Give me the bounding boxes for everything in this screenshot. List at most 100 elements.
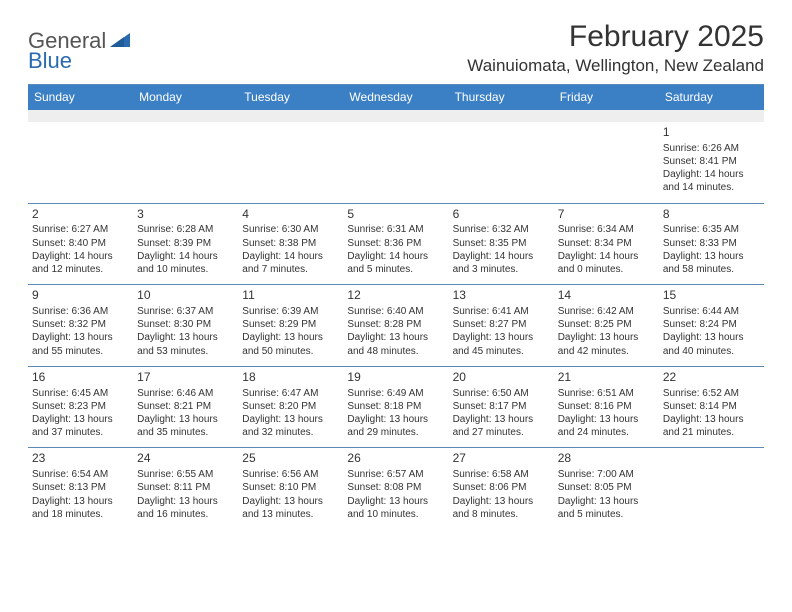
sunset-text: Sunset: 8:08 PM <box>347 481 444 494</box>
day-cell: 27Sunrise: 6:58 AMSunset: 8:06 PMDayligh… <box>449 448 554 529</box>
sunrise-text: Sunrise: 6:52 AM <box>663 387 760 400</box>
daylight-text: Daylight: 14 hours <box>137 250 234 263</box>
sunrise-text: Sunrise: 6:36 AM <box>32 305 129 318</box>
sunset-text: Sunset: 8:39 PM <box>137 237 234 250</box>
sunrise-text: Sunrise: 7:00 AM <box>558 468 655 481</box>
day-cell: 6Sunrise: 6:32 AMSunset: 8:35 PMDaylight… <box>449 204 554 285</box>
day-cell: 20Sunrise: 6:50 AMSunset: 8:17 PMDayligh… <box>449 367 554 448</box>
daylight-text: and 35 minutes. <box>137 426 234 439</box>
sunset-text: Sunset: 8:28 PM <box>347 318 444 331</box>
day-cell: 13Sunrise: 6:41 AMSunset: 8:27 PMDayligh… <box>449 285 554 366</box>
day-cell: 7Sunrise: 6:34 AMSunset: 8:34 PMDaylight… <box>554 204 659 285</box>
day-header: Sunday <box>28 85 133 110</box>
day-number: 2 <box>32 207 129 223</box>
sunrise-text: Sunrise: 6:54 AM <box>32 468 129 481</box>
sunset-text: Sunset: 8:21 PM <box>137 400 234 413</box>
sunset-text: Sunset: 8:25 PM <box>558 318 655 331</box>
daylight-text: Daylight: 13 hours <box>453 413 550 426</box>
day-number: 16 <box>32 370 129 386</box>
daylight-text: and 5 minutes. <box>347 263 444 276</box>
day-header: Wednesday <box>343 85 448 110</box>
daylight-text: Daylight: 13 hours <box>453 495 550 508</box>
day-number: 15 <box>663 288 760 304</box>
day-header: Friday <box>554 85 659 110</box>
daylight-text: Daylight: 14 hours <box>32 250 129 263</box>
sunset-text: Sunset: 8:29 PM <box>242 318 339 331</box>
day-number: 7 <box>558 207 655 223</box>
daylight-text: and 37 minutes. <box>32 426 129 439</box>
day-number: 6 <box>453 207 550 223</box>
daylight-text: Daylight: 14 hours <box>453 250 550 263</box>
day-number: 20 <box>453 370 550 386</box>
daylight-text: Daylight: 13 hours <box>558 331 655 344</box>
sunrise-text: Sunrise: 6:47 AM <box>242 387 339 400</box>
day-number: 27 <box>453 451 550 467</box>
day-number: 1 <box>663 125 760 141</box>
sunrise-text: Sunrise: 6:50 AM <box>453 387 550 400</box>
day-number: 12 <box>347 288 444 304</box>
sunset-text: Sunset: 8:35 PM <box>453 237 550 250</box>
sunset-text: Sunset: 8:16 PM <box>558 400 655 413</box>
week-row: 2Sunrise: 6:27 AMSunset: 8:40 PMDaylight… <box>28 204 764 285</box>
day-number: 14 <box>558 288 655 304</box>
day-number: 8 <box>663 207 760 223</box>
sunset-text: Sunset: 8:17 PM <box>453 400 550 413</box>
logo-text-blue: Blue <box>28 48 72 73</box>
sunrise-text: Sunrise: 6:31 AM <box>347 223 444 236</box>
sunrise-text: Sunrise: 6:57 AM <box>347 468 444 481</box>
day-number: 24 <box>137 451 234 467</box>
daylight-text: and 10 minutes. <box>347 508 444 521</box>
week-row: 16Sunrise: 6:45 AMSunset: 8:23 PMDayligh… <box>28 367 764 448</box>
month-title: February 2025 <box>467 20 764 54</box>
daylight-text: Daylight: 13 hours <box>137 331 234 344</box>
sunset-text: Sunset: 8:41 PM <box>663 155 760 168</box>
sunset-text: Sunset: 8:14 PM <box>663 400 760 413</box>
day-cell: 17Sunrise: 6:46 AMSunset: 8:21 PMDayligh… <box>133 367 238 448</box>
day-number: 21 <box>558 370 655 386</box>
daylight-text: and 42 minutes. <box>558 345 655 358</box>
header: General February 2025 Wainuiomata, Welli… <box>28 20 764 76</box>
day-header: Saturday <box>659 85 764 110</box>
day-cell <box>238 122 343 203</box>
daylight-text: Daylight: 13 hours <box>347 331 444 344</box>
daylight-text: and 45 minutes. <box>453 345 550 358</box>
sunset-text: Sunset: 8:30 PM <box>137 318 234 331</box>
sunrise-text: Sunrise: 6:39 AM <box>242 305 339 318</box>
day-number: 22 <box>663 370 760 386</box>
sunset-text: Sunset: 8:36 PM <box>347 237 444 250</box>
day-number: 3 <box>137 207 234 223</box>
title-block: February 2025 Wainuiomata, Wellington, N… <box>467 20 764 76</box>
logo-triangle-icon <box>110 30 130 53</box>
daylight-text: and 48 minutes. <box>347 345 444 358</box>
day-cell: 19Sunrise: 6:49 AMSunset: 8:18 PMDayligh… <box>343 367 448 448</box>
sunset-text: Sunset: 8:32 PM <box>32 318 129 331</box>
daylight-text: and 18 minutes. <box>32 508 129 521</box>
spacer-row <box>28 110 764 122</box>
sunrise-text: Sunrise: 6:26 AM <box>663 142 760 155</box>
day-cell <box>554 122 659 203</box>
sunset-text: Sunset: 8:06 PM <box>453 481 550 494</box>
sunrise-text: Sunrise: 6:30 AM <box>242 223 339 236</box>
sunrise-text: Sunrise: 6:34 AM <box>558 223 655 236</box>
day-cell: 24Sunrise: 6:55 AMSunset: 8:11 PMDayligh… <box>133 448 238 529</box>
day-number: 28 <box>558 451 655 467</box>
day-number: 10 <box>137 288 234 304</box>
daylight-text: and 12 minutes. <box>32 263 129 276</box>
day-cell: 10Sunrise: 6:37 AMSunset: 8:30 PMDayligh… <box>133 285 238 366</box>
daylight-text: Daylight: 13 hours <box>32 495 129 508</box>
sunset-text: Sunset: 8:20 PM <box>242 400 339 413</box>
daylight-text: and 21 minutes. <box>663 426 760 439</box>
daylight-text: Daylight: 13 hours <box>558 495 655 508</box>
week-row: 23Sunrise: 6:54 AMSunset: 8:13 PMDayligh… <box>28 448 764 529</box>
sunset-text: Sunset: 8:05 PM <box>558 481 655 494</box>
calendar-table: Sunday Monday Tuesday Wednesday Thursday… <box>28 85 764 529</box>
day-cell: 9Sunrise: 6:36 AMSunset: 8:32 PMDaylight… <box>28 285 133 366</box>
daylight-text: Daylight: 13 hours <box>137 413 234 426</box>
sunrise-text: Sunrise: 6:45 AM <box>32 387 129 400</box>
daylight-text: Daylight: 13 hours <box>137 495 234 508</box>
sunset-text: Sunset: 8:40 PM <box>32 237 129 250</box>
day-cell: 26Sunrise: 6:57 AMSunset: 8:08 PMDayligh… <box>343 448 448 529</box>
day-number: 17 <box>137 370 234 386</box>
day-cell: 12Sunrise: 6:40 AMSunset: 8:28 PMDayligh… <box>343 285 448 366</box>
sunset-text: Sunset: 8:13 PM <box>32 481 129 494</box>
